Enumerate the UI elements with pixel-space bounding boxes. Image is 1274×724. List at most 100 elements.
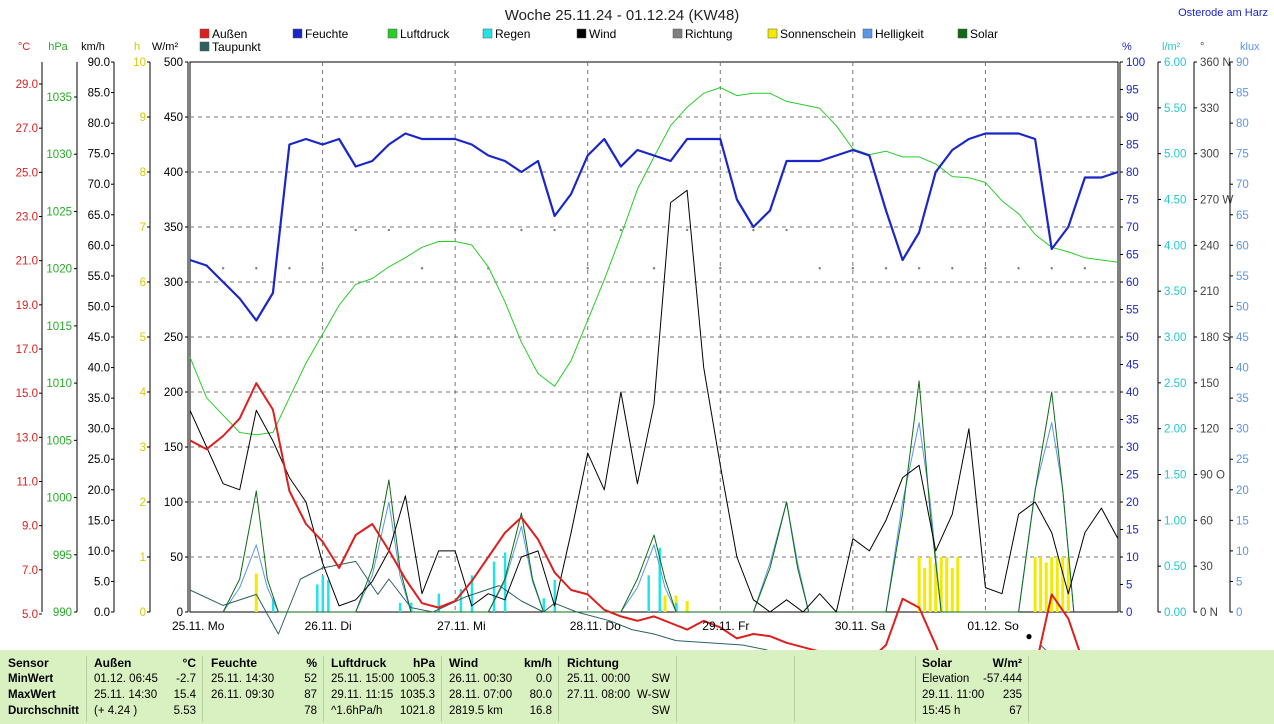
rain-bar bbox=[459, 589, 463, 612]
footer-cell-label: 25.11. 14:30 bbox=[211, 673, 275, 685]
footer-cell-value: 15.4 bbox=[173, 689, 196, 701]
right-axis-tick-label: 70 bbox=[1236, 179, 1249, 191]
right-axis-tick-label: 240 bbox=[1200, 240, 1219, 252]
left-axis-tick-label: 5 bbox=[140, 332, 146, 344]
footer-cell-value: W-SW bbox=[636, 689, 670, 701]
right-axis-tick-label: 6.00 bbox=[1164, 57, 1186, 69]
right-axis-tick-label: 65 bbox=[1126, 250, 1139, 262]
x-axis-day-label: 29.11. Fr bbox=[702, 619, 749, 633]
right-axis-tick-label: 50 bbox=[1126, 332, 1139, 344]
left-axis-tick-label: 75.0 bbox=[88, 149, 110, 161]
legend-label: Taupunkt bbox=[212, 40, 261, 54]
footer-cell-value: -2.7 bbox=[176, 673, 196, 685]
footer-cell-label: 26.11. 09:30 bbox=[211, 689, 275, 701]
left-axis-tick-label: 60.0 bbox=[88, 240, 110, 252]
left-axis-tick-label: 300 bbox=[164, 277, 183, 289]
left-axis-tick-label: 40.0 bbox=[88, 363, 110, 375]
left-axis-tick-label: 25.0 bbox=[16, 167, 38, 179]
legend-label: Feuchte bbox=[305, 27, 349, 41]
right-axis-tick-label: 360 N bbox=[1200, 57, 1231, 69]
footer-col-unit: °C bbox=[182, 656, 196, 670]
left-axis-tick-label: 1025 bbox=[46, 206, 72, 218]
sunshine-bar bbox=[685, 601, 689, 612]
right-axis-tick-label: 80 bbox=[1236, 118, 1249, 130]
footer-col-head: Luftdruck bbox=[331, 656, 387, 670]
direction-point bbox=[1083, 267, 1087, 270]
legend-label: Helligkeit bbox=[875, 27, 924, 41]
direction-point bbox=[951, 267, 954, 270]
rain-bar bbox=[503, 552, 507, 612]
right-axis-tick-label: 45 bbox=[1236, 332, 1249, 344]
left-axis-tick-label: 70.0 bbox=[88, 179, 110, 191]
right-axis-tick-label: 90 bbox=[1126, 112, 1139, 124]
direction-point bbox=[586, 267, 589, 270]
right-axis-tick-label: 65 bbox=[1236, 210, 1249, 222]
series-layer bbox=[188, 87, 1120, 650]
left-axis-tick-label: 10.0 bbox=[88, 546, 110, 558]
sunshine-bar bbox=[254, 573, 258, 612]
left-axis-tick-label: 29.0 bbox=[16, 79, 38, 91]
footer-cell-value: 1021.8 bbox=[399, 705, 435, 717]
legend-swatch bbox=[199, 41, 210, 52]
footer-aussen-col: Außen °C 01.12. 06:45 -2.7 25.11. 14:30 15.4 (… bbox=[88, 656, 203, 722]
direction-point bbox=[752, 228, 755, 232]
left-axis-unit: h bbox=[134, 41, 140, 53]
series-line-wind bbox=[189, 189, 1119, 613]
legend-swatch bbox=[199, 28, 210, 39]
left-axis-tick-label: 90.0 bbox=[88, 57, 110, 69]
legend-label: Solar bbox=[970, 27, 998, 41]
footer-cell-value: 52 bbox=[304, 673, 317, 685]
right-axis-tick-label: 180 S bbox=[1200, 332, 1230, 344]
legend-swatch bbox=[292, 28, 303, 39]
right-axis-unit: % bbox=[1122, 41, 1132, 53]
right-axis-unit: ° bbox=[1200, 41, 1204, 53]
right-axis-tick-label: 35 bbox=[1236, 393, 1249, 405]
right-axis-tick-label: 1.50 bbox=[1164, 470, 1186, 482]
footer-cell-label: 25.11. 00:00 bbox=[567, 673, 631, 685]
left-axis-tick-label: 20.0 bbox=[88, 485, 110, 497]
chart-title: Woche 25.11.24 - 01.12.24 (KW48) bbox=[505, 7, 740, 24]
left-axis-tick-label: 350 bbox=[164, 222, 183, 234]
rain-bar bbox=[437, 593, 441, 612]
location-label: Osterode am Harz bbox=[1178, 7, 1268, 19]
right-axis-unit: l/m² bbox=[1162, 41, 1181, 53]
footer-cell-value: 87 bbox=[304, 689, 317, 701]
left-axis-tick-label: 7.0 bbox=[22, 565, 38, 577]
footer-row-label: MinWert bbox=[8, 673, 54, 685]
right-axis-tick-label: 5 bbox=[1236, 576, 1242, 588]
left-axis-tick-label: 50.0 bbox=[88, 301, 110, 313]
series-line-solar bbox=[222, 380, 1075, 613]
left-axis-unit: hPa bbox=[48, 41, 68, 53]
right-axis-tick-label: 0.50 bbox=[1164, 561, 1186, 573]
rain-bar bbox=[271, 598, 275, 612]
direction-point bbox=[917, 267, 921, 270]
footer-cell-label: Elevation bbox=[922, 673, 970, 685]
rain-bar bbox=[553, 579, 557, 612]
footer-cell-value: 5.53 bbox=[173, 705, 196, 717]
right-axis-tick-label: 4.50 bbox=[1164, 195, 1186, 207]
left-axis-tick-label: 45.0 bbox=[88, 332, 110, 344]
legend-swatch bbox=[576, 28, 587, 39]
footer-row-label: MaxWert bbox=[8, 689, 56, 701]
direction-point bbox=[387, 228, 391, 232]
direction-point bbox=[1017, 267, 1020, 270]
footer-cell-value: SW bbox=[651, 705, 670, 717]
sunshine-bar bbox=[950, 568, 954, 612]
left-axis-tick-label: 7 bbox=[140, 222, 146, 234]
right-axis-tick-label: 75 bbox=[1126, 195, 1139, 207]
legend-label: Sonnenschein bbox=[780, 27, 856, 41]
right-axis-tick-label: 100 bbox=[1126, 57, 1145, 69]
right-axis-tick-label: 5 bbox=[1126, 580, 1132, 592]
rain-bar bbox=[492, 561, 496, 612]
left-axis-tick-label: 0.0 bbox=[94, 607, 110, 619]
right-axis-tick-label: 90 bbox=[1236, 57, 1249, 69]
left-axis-tick-label: 65.0 bbox=[88, 210, 110, 222]
footer-cell-value: 16.8 bbox=[529, 705, 552, 717]
legend-swatch bbox=[957, 28, 968, 39]
legend-swatch bbox=[672, 28, 683, 39]
rain-bar bbox=[316, 584, 319, 612]
sunshine-bar bbox=[1039, 557, 1043, 612]
direction-point bbox=[884, 267, 888, 270]
right-axis-tick-label: 60 bbox=[1200, 515, 1213, 527]
right-axis-tick-label: 20 bbox=[1236, 485, 1249, 497]
